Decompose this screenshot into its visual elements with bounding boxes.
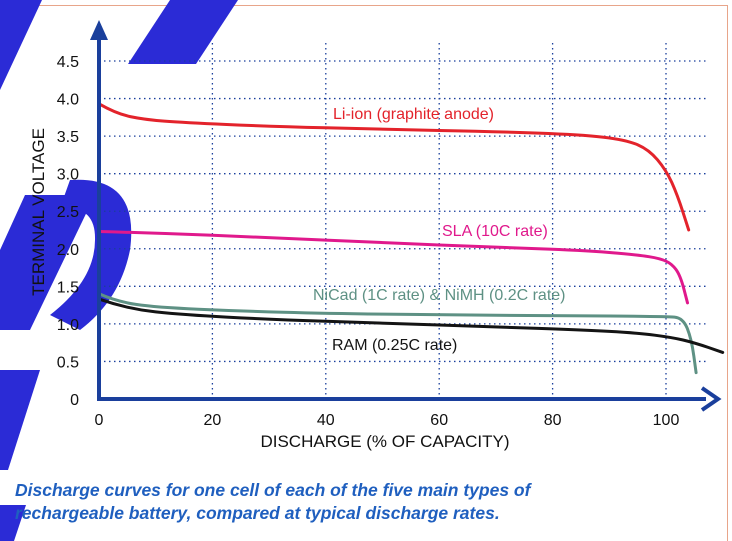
discharge-chart: 0 0.5 1.0 1.5 2.0 2.5 3.0 3.5 4.0 4.5 0 20 40 60 80 100… (29, 20, 725, 451)
series-label: RAM (0.25C rate) (332, 337, 457, 354)
x-axis-arrowhead (700, 386, 722, 412)
series-line (97, 230, 689, 305)
y-axis-title: TERMINAL VOLTAGE (29, 128, 48, 296)
series-line (97, 102, 691, 232)
axes (90, 20, 722, 412)
y-axis-arrowhead (90, 20, 108, 40)
y-tick-label: 4.5 (57, 54, 79, 71)
series-label: NiCad (1C rate) & NiMH (0.2C rate) (313, 287, 566, 304)
x-tick-label: 60 (430, 412, 448, 429)
series-label: Li-ion (graphite anode) (333, 106, 494, 123)
x-tick-label: 100 (653, 412, 680, 429)
x-tick-label: 80 (544, 412, 562, 429)
series-labels: Li-ion (graphite anode) SLA (10C rate) NiC… (313, 106, 566, 354)
y-tick-label: 1.5 (57, 279, 79, 296)
x-axis-title: DISCHARGE (% OF CAPACITY) (260, 432, 509, 451)
x-tick-label: 40 (317, 412, 335, 429)
x-tick-label: 20 (204, 412, 222, 429)
grid-lines (99, 43, 708, 399)
y-tick-label: 3.5 (57, 129, 79, 146)
x-tick-label: 0 (95, 412, 104, 429)
right-border (727, 5, 728, 541)
y-tick-label: 1.0 (57, 317, 79, 334)
tick-labels: 0 0.5 1.0 1.5 2.0 2.5 3.0 3.5 4.0 4.5 0 20 40 60 80 100… (29, 54, 679, 451)
y-tick-label: 2.0 (57, 242, 79, 259)
y-tick-label: 2.5 (57, 204, 79, 221)
y-tick-label: 0.5 (57, 354, 79, 371)
y-tick-label: 0 (70, 392, 79, 409)
y-tick-label: 4.0 (57, 92, 79, 109)
series-line (97, 292, 698, 375)
series-line (97, 297, 725, 354)
y-tick-label: 3.0 (57, 167, 79, 184)
top-border (0, 5, 728, 6)
series-label: SLA (10C rate) (442, 223, 548, 240)
series-lines (97, 102, 725, 375)
figure-caption: Discharge curves for one cell of each of… (15, 480, 531, 523)
